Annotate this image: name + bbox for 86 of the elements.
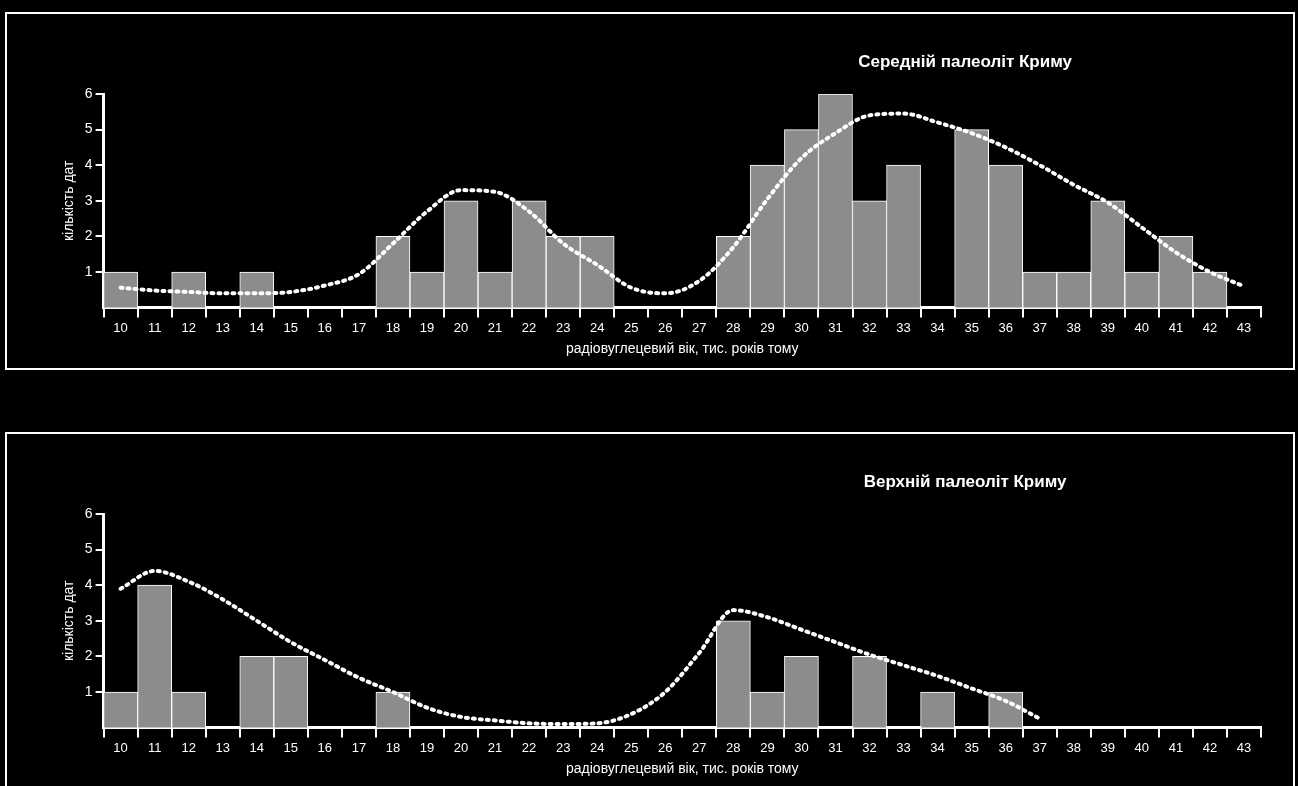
x-tick-label: 23 [555,739,571,755]
x-tick-label: 13 [215,739,230,755]
x-tick-label: 15 [283,739,299,755]
y-tick-label: 3 [84,611,93,628]
x-tick-label: 19 [419,319,435,335]
x-tick-label: 19 [419,739,435,755]
x-tick-label: 28 [726,319,741,335]
y-axis-title: кількість дат [60,159,77,242]
x-tick-label: 29 [760,319,775,335]
chart-title: Середній палеоліт Криму [858,51,1073,71]
x-tick-label: 39 [1100,739,1116,755]
x-tick-label: 37 [1032,739,1047,755]
x-axis-title: радіовуглецевий вік, тис. років тому [566,340,799,357]
x-tick-label: 10 [113,319,128,335]
x-tick-label: 12 [181,739,196,755]
x-tick-label: 27 [692,319,707,335]
x-tick-label: 28 [726,739,741,755]
x-tick-label: 12 [181,319,196,335]
x-tick-label: 14 [249,319,265,335]
x-tick-label: 24 [589,319,605,335]
x-tick-label: 30 [794,739,809,755]
x-tick-label: 36 [998,739,1013,755]
x-tick-label: 30 [794,319,809,335]
y-tick-label: 5 [84,120,93,137]
x-tick-label: 23 [555,319,571,335]
x-tick-label: 27 [692,739,707,755]
x-tick-label: 42 [1202,739,1218,755]
x-tick-label: 18 [385,739,401,755]
x-tick-label: 29 [760,739,775,755]
y-tick-label: 6 [84,504,93,521]
x-tick-label: 15 [283,319,299,335]
x-tick-label: 36 [998,319,1013,335]
y-tick-label: 2 [84,227,93,244]
y-tick-label: 4 [84,576,93,593]
x-tick-label: 11 [147,739,162,755]
x-tick-label: 18 [385,319,401,335]
x-axis-title: радіовуглецевий вік, тис. років тому [566,760,799,777]
x-tick-label: 26 [658,319,673,335]
x-tick-label: 17 [351,739,367,755]
y-tick-label: 2 [84,647,93,664]
x-tick-label: 35 [964,319,979,335]
x-tick-label: 40 [1134,319,1150,335]
x-tick-label: 42 [1202,319,1218,335]
x-tick-label: 38 [1066,739,1082,755]
y-tick-label: 6 [84,84,93,101]
x-tick-label: 13 [215,319,230,335]
x-tick-label: 33 [896,319,911,335]
x-tick-label: 26 [658,739,673,755]
x-tick-label: 21 [487,319,503,335]
y-axis-title: кількість дат [60,579,77,662]
x-tick-label: 41 [1168,319,1184,335]
x-tick-label: 34 [930,739,945,755]
x-tick-label: 34 [930,319,945,335]
x-tick-label: 21 [487,739,503,755]
x-tick-label: 31 [828,739,843,755]
x-tick-label: 24 [589,739,605,755]
x-tick-label: 31 [828,319,843,335]
x-tick-label: 38 [1066,319,1082,335]
x-tick-label: 35 [964,739,979,755]
y-tick-label: 4 [84,156,93,173]
x-tick-label: 32 [862,319,877,335]
x-tick-label: 16 [317,319,333,335]
x-tick-label: 39 [1100,319,1116,335]
x-tick-label: 16 [317,739,333,755]
y-tick-label: 3 [84,191,93,208]
x-tick-label: 37 [1032,319,1047,335]
x-tick-label: 17 [351,319,367,335]
y-tick-label: 5 [84,540,93,557]
x-tick-label: 41 [1168,739,1184,755]
x-tick-label: 43 [1236,319,1252,335]
x-tick-label: 25 [624,319,639,335]
x-tick-label: 14 [249,739,265,755]
x-tick-label: 20 [453,319,469,335]
y-tick-label: 1 [84,682,93,699]
chart-title: Верхній палеоліт Криму [863,471,1068,491]
y-tick-label: 1 [84,262,93,279]
x-tick-label: 10 [113,739,128,755]
x-tick-label: 11 [147,319,162,335]
x-tick-label: 33 [896,739,911,755]
x-tick-label: 22 [521,319,537,335]
x-tick-label: 22 [521,739,537,755]
x-tick-label: 43 [1236,739,1252,755]
x-tick-label: 32 [862,739,877,755]
x-tick-label: 40 [1134,739,1150,755]
x-tick-label: 25 [624,739,639,755]
x-tick-label: 20 [453,739,469,755]
